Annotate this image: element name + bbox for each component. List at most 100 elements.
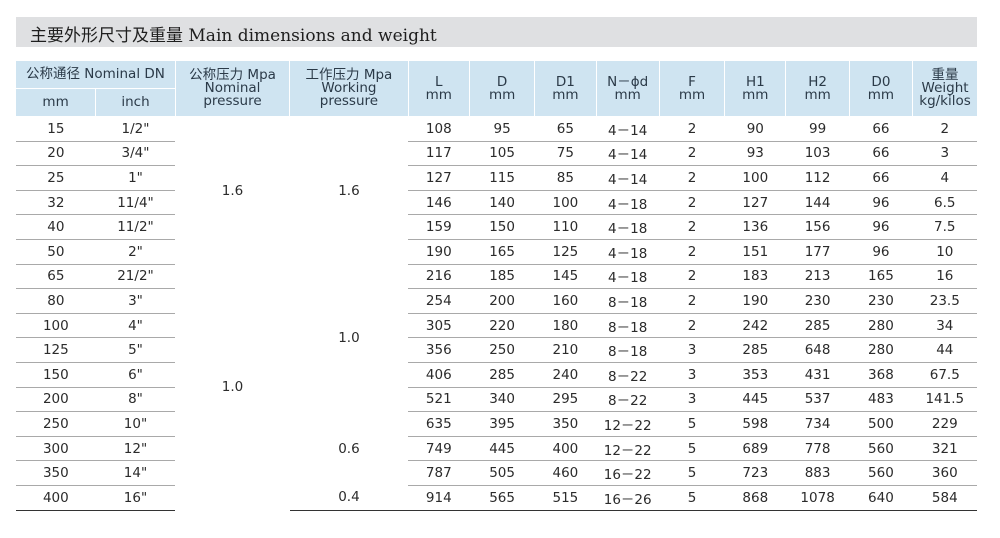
cell-dn-inch: 3" xyxy=(95,288,176,314)
title-bar: 主要外形尺寸及重量 Main dimensions and weight xyxy=(16,17,977,47)
cell-d: 150 xyxy=(469,214,535,240)
cell-l: 146 xyxy=(408,189,470,215)
cell-n-d: 8－22 xyxy=(596,361,660,388)
cell-working-pressure: 0.6 xyxy=(338,440,360,457)
cell-dn-inch: 14" xyxy=(95,460,176,486)
cell-weight: 3 xyxy=(912,140,977,166)
cell-n-d: 4－14 xyxy=(608,122,648,139)
cell-d0: 96 xyxy=(849,214,913,240)
table-row: 25 1" 127 115 85 4－14 2 100 112 66 4 xyxy=(16,165,977,191)
table-body: 15 1/2" 1.6 1.6 108 95 65 4－14 2 90 99 66 2 20 3/4" 117… xyxy=(16,117,977,511)
page-title: 主要外形尺寸及重量 Main dimensions and weight xyxy=(30,26,437,46)
cell-d: 445 xyxy=(469,435,535,461)
table-row: 300 12" 749 445 400 12－22 5 689 778 560 321 xyxy=(16,435,977,461)
cell-h1: 598 xyxy=(724,411,786,437)
cell-h2: 883 xyxy=(785,460,850,486)
header-d0: D0 mm xyxy=(848,61,913,117)
table-row: 50 2" 190 165 125 4－18 2 151 177 96 10 xyxy=(16,238,977,265)
cell-n-d: 4－18 xyxy=(596,214,660,240)
cell-dn-mm: 15 xyxy=(47,120,65,137)
cell-h2: 431 xyxy=(785,361,850,388)
cell-h1: 285 xyxy=(724,337,786,363)
table-row: 200 8" 521 340 295 8－22 3 445 537 483 141.5 xyxy=(16,386,977,412)
cell-h1: 90 xyxy=(746,120,764,137)
cell-d: 105 xyxy=(469,140,535,166)
cell-h1: 353 xyxy=(724,361,786,388)
cell-d: 340 xyxy=(469,386,535,412)
cell-n-d: 4－14 xyxy=(596,140,660,166)
table-row: 400 16" 0.4 914 565 515 16－26 5 868 1078 640 584 xyxy=(16,484,977,511)
table-row: 40 11/2" 159 150 110 4－18 2 136 156 96 7.5 xyxy=(16,214,977,240)
cell-weight: 7.5 xyxy=(912,214,977,240)
cell-f: 2 xyxy=(659,189,725,215)
cell-h1: 190 xyxy=(724,288,786,314)
cell-dn-inch: 6" xyxy=(95,361,176,388)
cell-d: 285 xyxy=(469,361,535,388)
cell-h1: 445 xyxy=(724,386,786,412)
cell-d0: 280 xyxy=(849,312,913,338)
cell-f: 2 xyxy=(687,120,697,137)
cell-l: 108 xyxy=(425,120,452,137)
cell-d: 165 xyxy=(469,238,535,265)
cell-n-d: 12－22 xyxy=(596,411,660,437)
table-row: 125 5" 356 250 210 8－18 3 285 648 280 44 xyxy=(16,337,977,363)
cell-h2: 778 xyxy=(785,435,850,461)
cell-f: 2 xyxy=(659,165,725,191)
header-working-pressure: 工作压力 Mpa Working pressure xyxy=(289,61,409,117)
cell-weight: 360 xyxy=(912,460,977,486)
cell-h2: 177 xyxy=(785,238,850,265)
cell-f: 5 xyxy=(659,411,725,437)
cell-dn-inch: 4" xyxy=(95,312,176,338)
cell-nominal-pressure: 1.0 xyxy=(221,379,244,396)
cell-d0: 66 xyxy=(849,165,913,191)
table-row: 100 4" 305 220 180 8－18 2 242 285 280 34 xyxy=(16,312,977,338)
cell-weight: 584 xyxy=(912,484,977,511)
cell-working-pressure: 0.4 xyxy=(289,485,409,511)
cell-weight: 321 xyxy=(912,435,977,461)
cell-d1: 210 xyxy=(534,337,597,363)
cell-dn-mm: 125 xyxy=(16,337,96,363)
cell-dn-inch: 11/2" xyxy=(95,214,176,240)
cell-d: 505 xyxy=(469,460,535,486)
cell-dn-mm: 350 xyxy=(16,460,96,486)
cell-d: 565 xyxy=(469,484,535,511)
cell-l: 356 xyxy=(408,337,470,363)
cell-d0: 560 xyxy=(849,435,913,461)
cell-d0: 66 xyxy=(849,140,913,166)
cell-d1: 110 xyxy=(534,214,597,240)
cell-d0: 96 xyxy=(849,189,913,215)
cell-n-d: 4－18 xyxy=(596,238,660,265)
cell-h1: 868 xyxy=(724,484,786,511)
cell-dn-mm: 25 xyxy=(16,165,96,191)
cell-d0: 230 xyxy=(849,288,913,314)
cell-l: 117 xyxy=(408,140,470,166)
cell-d0: 280 xyxy=(849,337,913,363)
cell-d0: 640 xyxy=(849,484,913,511)
cell-h2: 112 xyxy=(785,165,850,191)
cell-dn-inch: 8" xyxy=(95,386,176,412)
cell-d1: 145 xyxy=(534,263,597,289)
cell-dn-mm: 40 xyxy=(16,214,96,240)
cell-d0: 165 xyxy=(849,263,913,289)
cell-f: 5 xyxy=(659,484,725,511)
table-row: 80 3" 254 200 160 8－18 2 190 230 230 23.5 xyxy=(16,288,977,314)
cell-d: 95 xyxy=(493,120,511,137)
cell-weight: 2 xyxy=(940,120,950,137)
cell-weight: 141.5 xyxy=(912,386,977,412)
cell-f: 2 xyxy=(659,263,725,289)
cell-weight: 10 xyxy=(912,238,977,265)
cell-h2: 99 xyxy=(809,120,827,137)
cell-h1: 136 xyxy=(724,214,786,240)
cell-d: 250 xyxy=(469,337,535,363)
cell-dn-mm: 400 xyxy=(16,484,96,511)
cell-h2: 537 xyxy=(785,386,850,412)
cell-h1: 151 xyxy=(724,238,786,265)
cell-h2: 156 xyxy=(785,214,850,240)
cell-weight: 67.5 xyxy=(912,361,977,388)
cell-dn-inch: 3/4" xyxy=(95,140,176,166)
cell-h2: 103 xyxy=(785,140,850,166)
cell-h1: 689 xyxy=(724,435,786,461)
cell-d1: 400 xyxy=(534,435,597,461)
table-row: 250 10" 0.6 635 395 350 12－22 5 598 734 500 229 xyxy=(16,411,977,457)
cell-d1: 65 xyxy=(556,120,574,137)
